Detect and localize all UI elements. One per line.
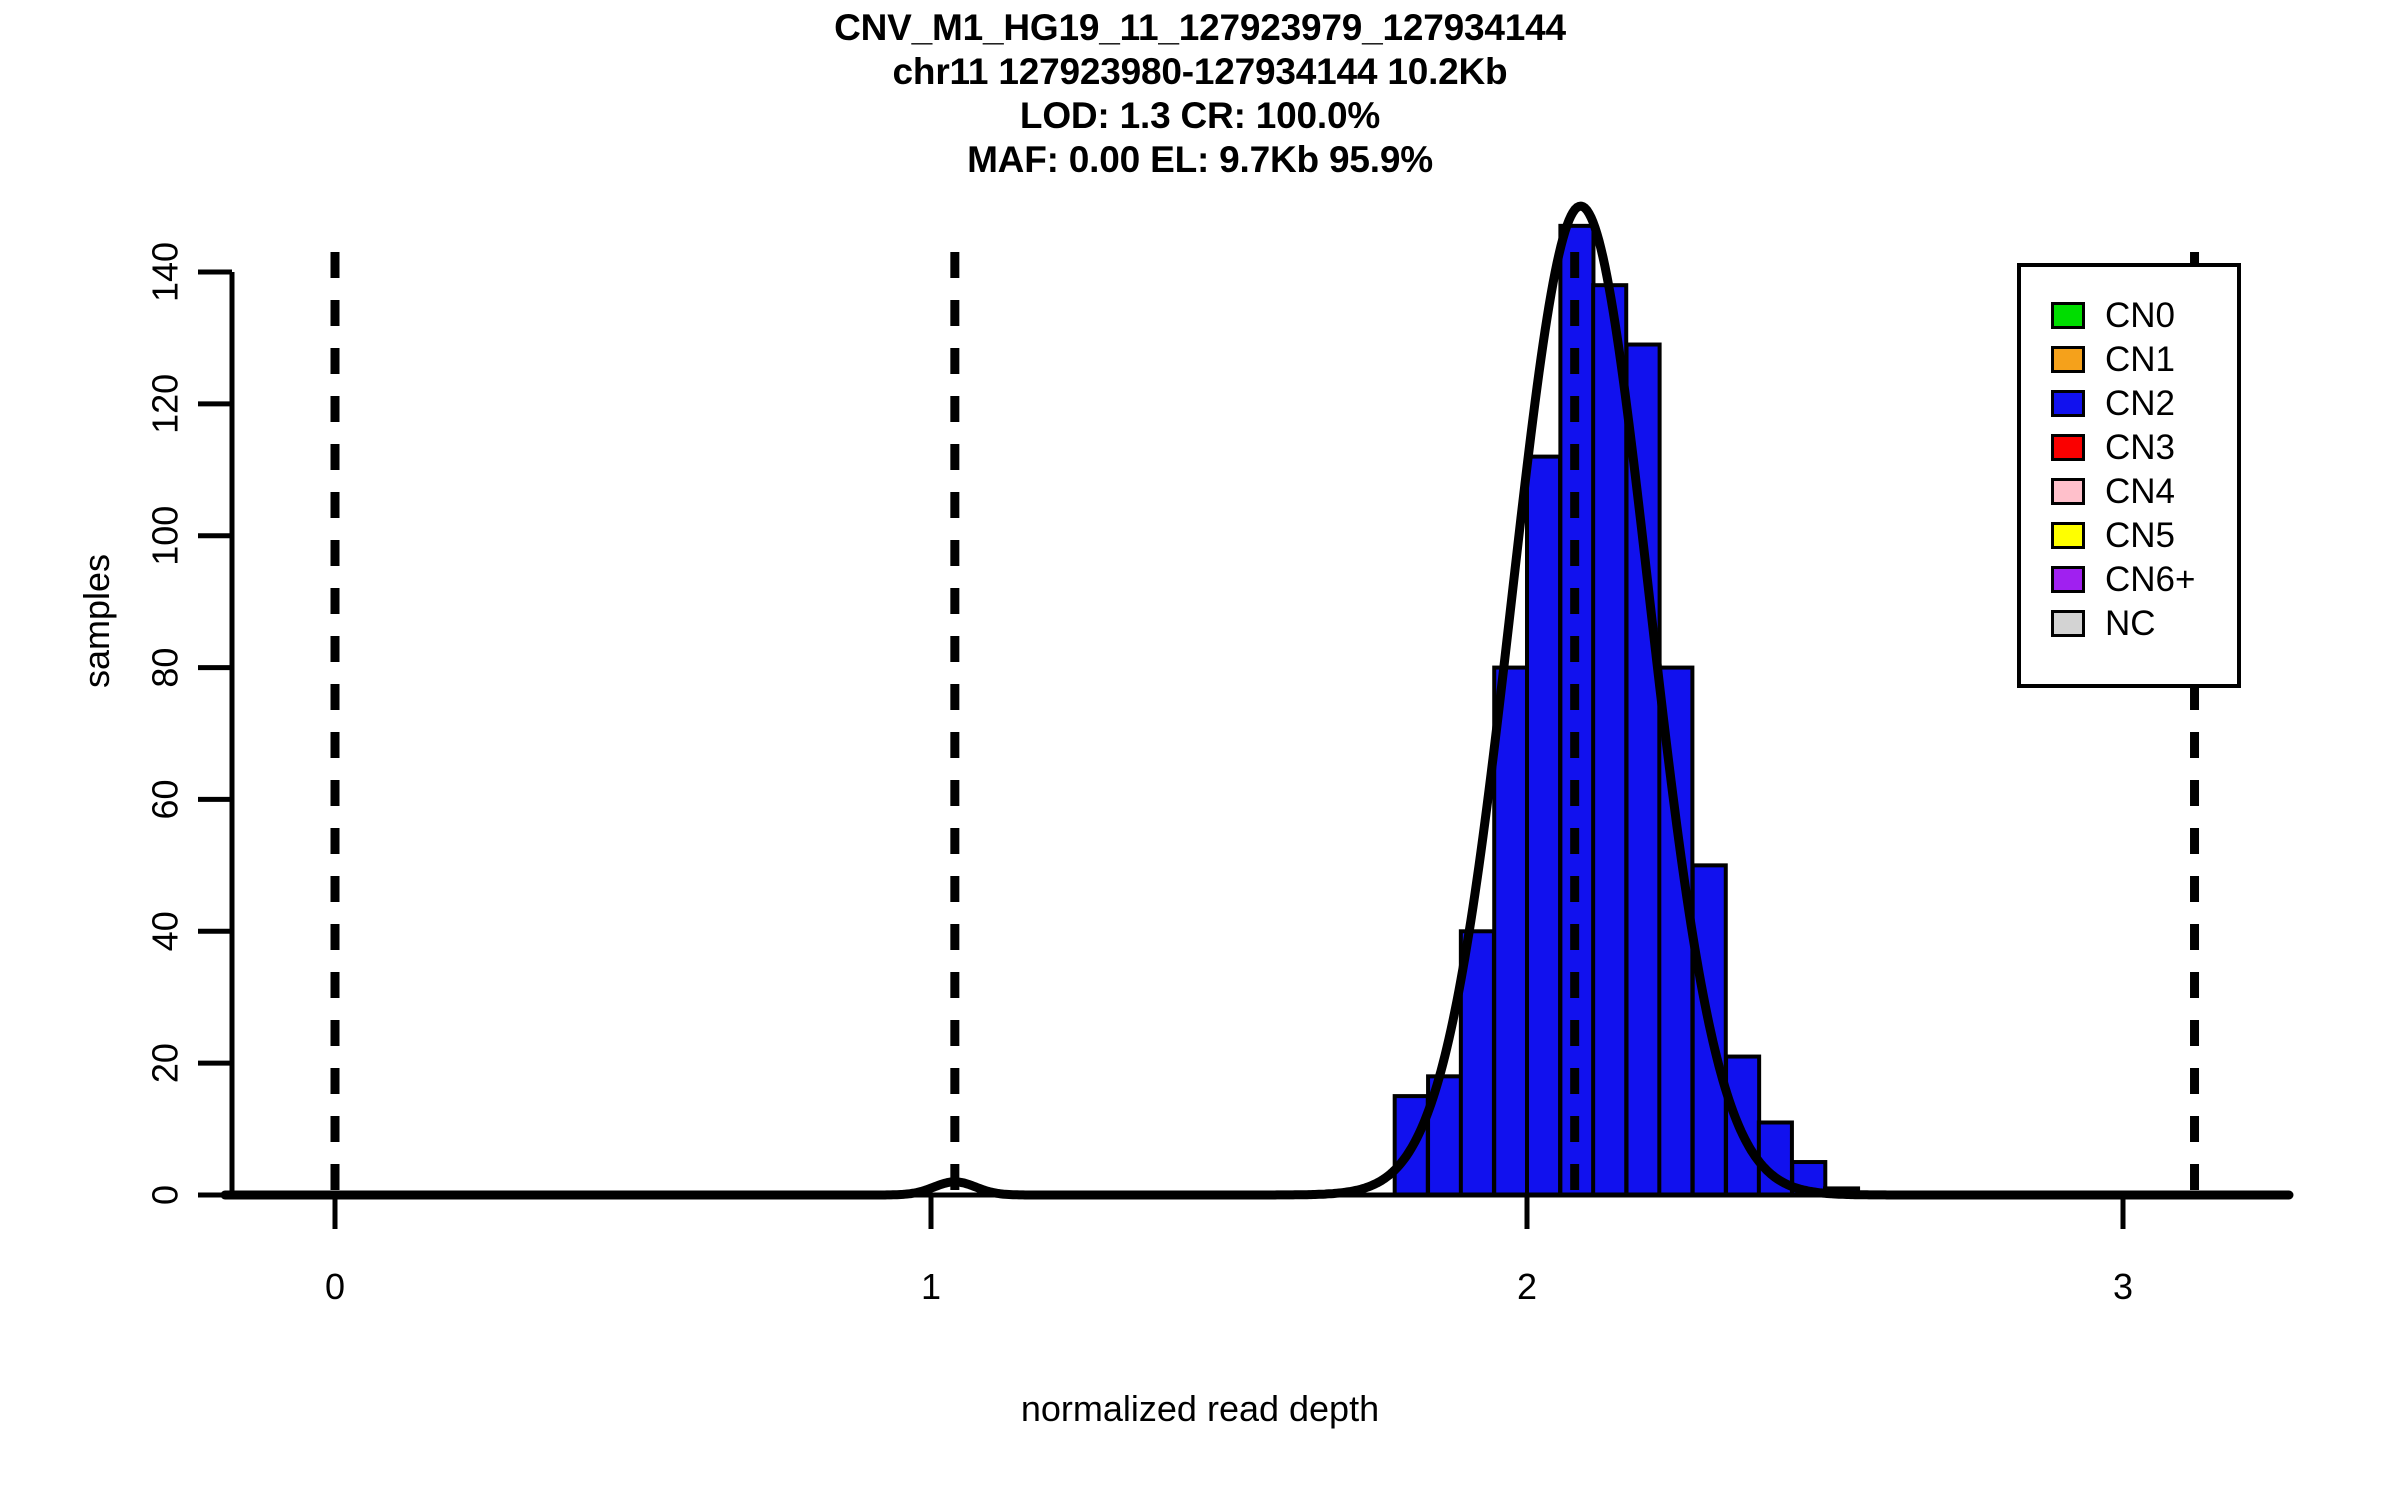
legend-swatch-icon <box>2051 609 2085 637</box>
legend-item-label: CN6+ <box>2105 559 2196 599</box>
x-axis-tick-label: 0 <box>325 1266 345 1307</box>
legend-item-nc: NC <box>2021 601 2237 645</box>
legend-swatch-icon <box>2051 301 2085 329</box>
y-axis-tick-label: 100 <box>145 506 186 566</box>
y-axis-tick-label: 140 <box>145 242 186 302</box>
legend: CN0 CN1 CN2 CN3 CN4 CN5 CN6+ NC <box>2017 263 2241 688</box>
density-curve <box>220 201 2294 1200</box>
legend-item-cn4: CN4 <box>2021 469 2237 513</box>
histogram-bar <box>1492 665 1530 1197</box>
histogram-bar <box>1591 283 1629 1197</box>
legend-item-label: CN3 <box>2105 427 2176 467</box>
legend-item-cn6plus: CN6+ <box>2021 557 2237 601</box>
legend-item-cn2: CN2 <box>2021 381 2237 425</box>
legend-swatch-icon <box>2051 565 2085 593</box>
y-axis-tick-label: 40 <box>145 911 186 951</box>
legend-items: CN0 CN1 CN2 CN3 CN4 CN5 CN6+ NC <box>2021 293 2237 645</box>
y-axis-tick-label: 20 <box>145 1043 186 1083</box>
y-axis-tick-label: 60 <box>145 779 186 819</box>
legend-item-label: CN0 <box>2105 295 2176 335</box>
x-axis-title: normalized read depth <box>1020 1388 1380 1429</box>
legend-swatch-icon <box>2051 345 2085 373</box>
histogram-bar <box>1458 929 1496 1197</box>
legend-item-label: CN5 <box>2105 515 2176 555</box>
legend-swatch-icon <box>2051 389 2085 417</box>
histogram-bar <box>1525 454 1563 1198</box>
x-axis-tick-label: 1 <box>921 1266 941 1307</box>
legend-item-label: CN2 <box>2105 383 2176 423</box>
y-axis-tick-label: 0 <box>145 1185 186 1205</box>
x-axis-tick-label: 2 <box>1517 1266 1537 1307</box>
y-axis-tick-label: 120 <box>145 374 186 434</box>
legend-item-cn0: CN0 <box>2021 293 2237 337</box>
legend-swatch-icon <box>2051 477 2085 505</box>
legend-item-label: CN1 <box>2105 339 2176 379</box>
legend-item-label: NC <box>2105 603 2156 643</box>
legend-swatch-icon <box>2051 521 2085 549</box>
y-axis-tick-label: 80 <box>145 648 186 688</box>
legend-item-label: CN4 <box>2105 471 2176 511</box>
legend-item-cn1: CN1 <box>2021 337 2237 381</box>
x-axis-tick-label: 3 <box>2113 1266 2133 1307</box>
legend-swatch-icon <box>2051 433 2085 461</box>
legend-item-cn5: CN5 <box>2021 513 2237 557</box>
legend-item-cn3: CN3 <box>2021 425 2237 469</box>
